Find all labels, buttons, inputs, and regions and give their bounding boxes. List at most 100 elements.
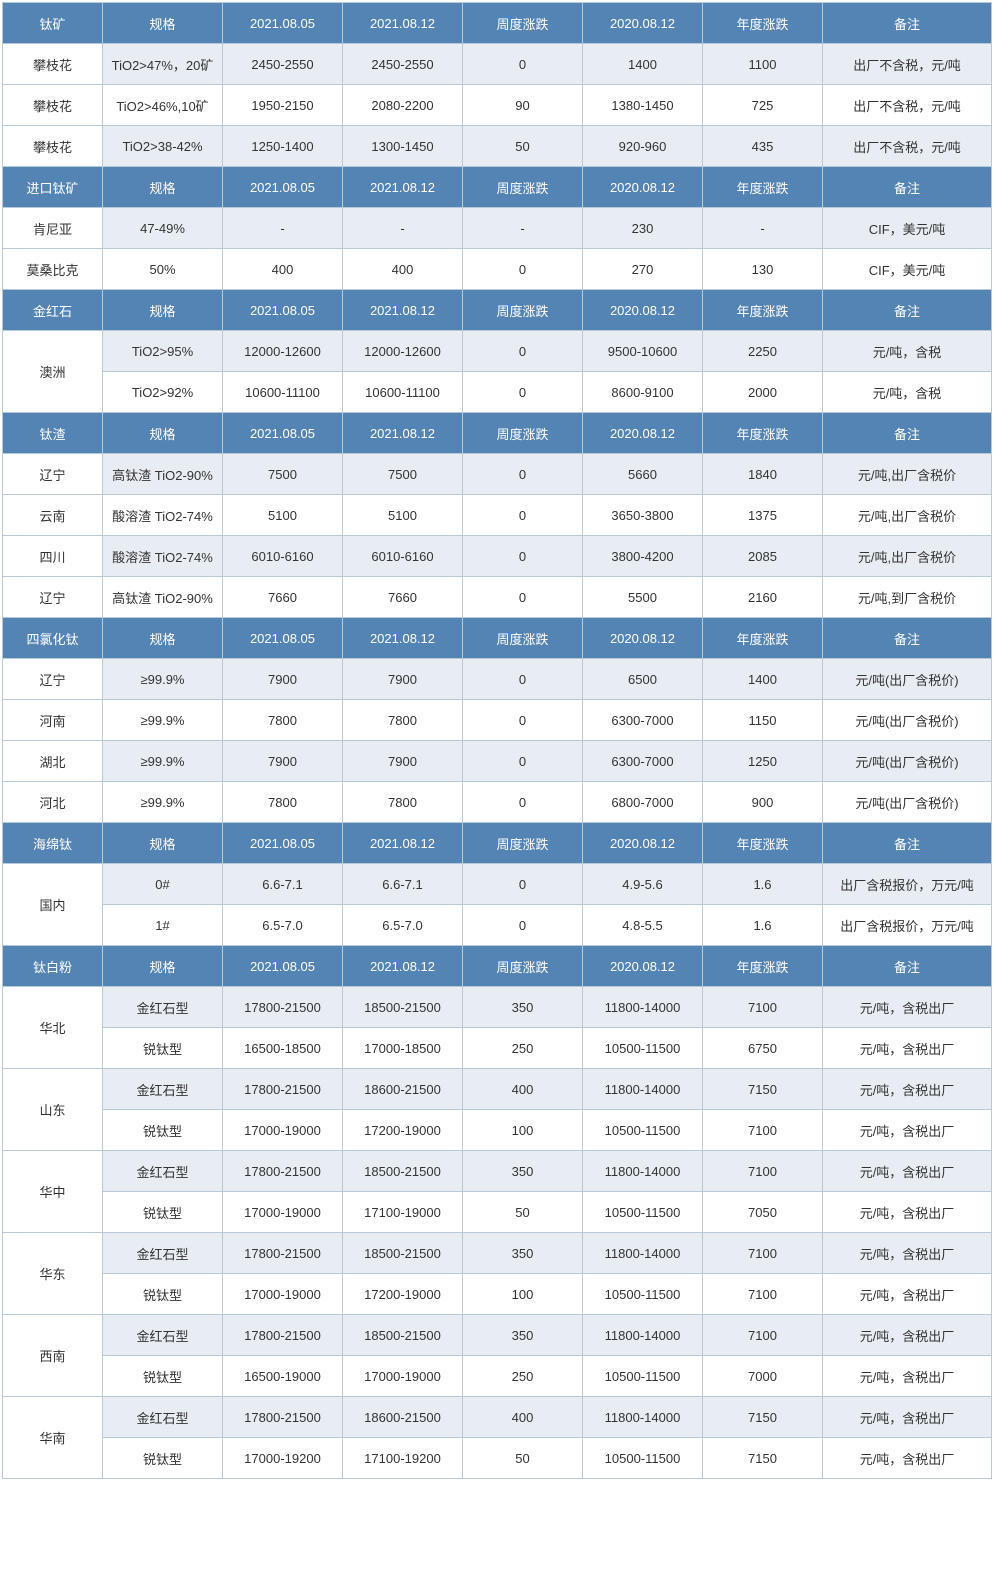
cell: 6750: [703, 1028, 823, 1069]
cell: 400: [343, 249, 463, 290]
cell: TiO2>47%，20矿: [103, 44, 223, 85]
cell: 2085: [703, 536, 823, 577]
cell: 锐钛型: [103, 1274, 223, 1315]
table-row: 辽宁高钛渣 TiO2-90%76607660055002160元/吨,到厂含税价: [3, 577, 992, 618]
column-header: 2021.08.05: [223, 3, 343, 44]
cell: 250: [463, 1028, 583, 1069]
cell: 17000-19000: [223, 1110, 343, 1151]
cell: 11800-14000: [583, 1233, 703, 1274]
column-header: 2021.08.12: [343, 946, 463, 987]
cell: 17000-18500: [343, 1028, 463, 1069]
row-name: 攀枝花: [3, 44, 103, 85]
column-header: 2020.08.12: [583, 167, 703, 208]
cell: 5660: [583, 454, 703, 495]
cell: 920-960: [583, 126, 703, 167]
cell: 7900: [343, 741, 463, 782]
column-header: 规格: [103, 167, 223, 208]
column-header: 2021.08.12: [343, 413, 463, 454]
column-header: 2021.08.12: [343, 823, 463, 864]
row-name: 华南: [3, 1397, 103, 1479]
column-header: 备注: [823, 946, 992, 987]
cell: 7100: [703, 1315, 823, 1356]
cell: 50: [463, 1192, 583, 1233]
table-row: 攀枝花TiO2>46%,10矿1950-21502080-2200901380-…: [3, 85, 992, 126]
cell: 1950-2150: [223, 85, 343, 126]
column-header: 2021.08.05: [223, 167, 343, 208]
row-name: 华东: [3, 1233, 103, 1315]
cell: 3650-3800: [583, 495, 703, 536]
column-header: 2021.08.05: [223, 618, 343, 659]
cell: 11800-14000: [583, 1069, 703, 1110]
cell: 元/吨，含税出厂: [823, 1397, 992, 1438]
cell: 0: [463, 905, 583, 946]
table-row: 锐钛型16500-1850017000-1850025010500-115006…: [3, 1028, 992, 1069]
cell: 6800-7000: [583, 782, 703, 823]
cell: 0: [463, 577, 583, 618]
column-header: 年度涨跌: [703, 290, 823, 331]
column-header: 2020.08.12: [583, 946, 703, 987]
cell: 17800-21500: [223, 1233, 343, 1274]
cell: 元/吨,出厂含税价: [823, 536, 992, 577]
row-name: 西南: [3, 1315, 103, 1397]
cell: 元/吨,出厂含税价: [823, 454, 992, 495]
column-header: 周度涨跌: [463, 413, 583, 454]
cell: 17200-19000: [343, 1110, 463, 1151]
cell: 9500-10600: [583, 331, 703, 372]
column-header: 2020.08.12: [583, 618, 703, 659]
row-name: 华中: [3, 1151, 103, 1233]
column-header: 备注: [823, 413, 992, 454]
cell: 0#: [103, 864, 223, 905]
cell: 17800-21500: [223, 1315, 343, 1356]
table-row: 国内0#6.6-7.16.6-7.104.9-5.61.6出厂含税报价，万元/吨: [3, 864, 992, 905]
cell: -: [343, 208, 463, 249]
cell: 7100: [703, 1274, 823, 1315]
cell: 7100: [703, 1233, 823, 1274]
column-header: 规格: [103, 618, 223, 659]
row-name: 四川: [3, 536, 103, 577]
cell: 10600-11100: [223, 372, 343, 413]
table-row: 肯尼亚47-49%---230-CIF，美元/吨: [3, 208, 992, 249]
table-row: 澳洲TiO2>95%12000-1260012000-1260009500-10…: [3, 331, 992, 372]
cell: 10500-11500: [583, 1274, 703, 1315]
cell: 11800-14000: [583, 1151, 703, 1192]
cell: 元/吨，含税出厂: [823, 1069, 992, 1110]
column-header: 年度涨跌: [703, 167, 823, 208]
cell: 10500-11500: [583, 1438, 703, 1479]
cell: 10500-11500: [583, 1028, 703, 1069]
cell: 350: [463, 1151, 583, 1192]
cell: 7500: [343, 454, 463, 495]
cell: 0: [463, 495, 583, 536]
table-row: 河北≥99.9%7800780006800-7000900元/吨(出厂含税价): [3, 782, 992, 823]
cell: 7900: [223, 659, 343, 700]
column-header: 周度涨跌: [463, 823, 583, 864]
section-title: 进口钛矿: [3, 167, 103, 208]
cell: 10600-11100: [343, 372, 463, 413]
cell: ≥99.9%: [103, 659, 223, 700]
cell: 7150: [703, 1438, 823, 1479]
cell: 2160: [703, 577, 823, 618]
cell: 6.5-7.0: [223, 905, 343, 946]
cell: 350: [463, 1233, 583, 1274]
cell: 元/吨，含税出厂: [823, 1192, 992, 1233]
column-header: 2021.08.05: [223, 290, 343, 331]
table-row: 辽宁高钛渣 TiO2-90%75007500056601840元/吨,出厂含税价: [3, 454, 992, 495]
cell: 元/吨,出厂含税价: [823, 495, 992, 536]
cell: 435: [703, 126, 823, 167]
table-row: 山东金红石型17800-2150018600-2150040011800-140…: [3, 1069, 992, 1110]
row-name: 山东: [3, 1069, 103, 1151]
cell: 7900: [223, 741, 343, 782]
cell: 元/吨，含税出厂: [823, 1356, 992, 1397]
cell: 1300-1450: [343, 126, 463, 167]
row-name: 国内: [3, 864, 103, 946]
cell: 锐钛型: [103, 1028, 223, 1069]
section-header: 钛渣规格2021.08.052021.08.12周度涨跌2020.08.12年度…: [3, 413, 992, 454]
column-header: 2021.08.12: [343, 618, 463, 659]
cell: 元/吨，含税: [823, 331, 992, 372]
table-row: 云南酸溶渣 TiO2-74%5100510003650-38001375元/吨,…: [3, 495, 992, 536]
cell: 2000: [703, 372, 823, 413]
table-row: 攀枝花TiO2>38-42%1250-14001300-145050920-96…: [3, 126, 992, 167]
section-header: 四氯化钛规格2021.08.052021.08.12周度涨跌2020.08.12…: [3, 618, 992, 659]
cell: 6.6-7.1: [343, 864, 463, 905]
cell: 6300-7000: [583, 741, 703, 782]
cell: 1250: [703, 741, 823, 782]
